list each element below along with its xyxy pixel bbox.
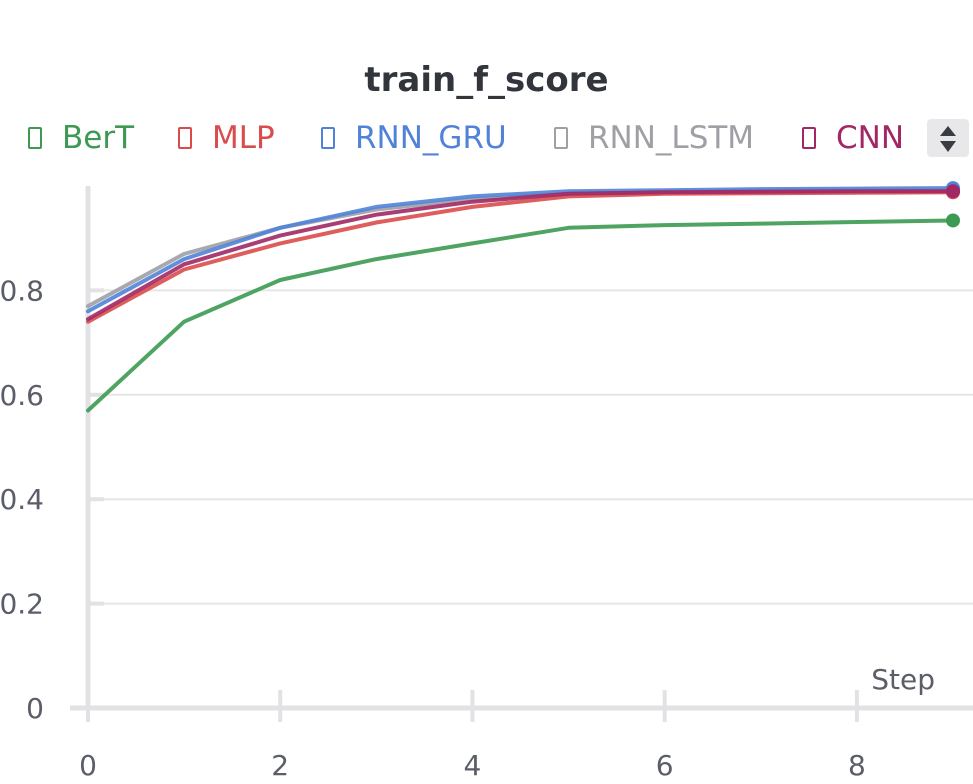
legend-label-bert: BerT bbox=[62, 120, 135, 156]
series-endpoint-cnn bbox=[946, 184, 960, 199]
legend-swatch-mlp bbox=[178, 127, 192, 149]
series-line-mlp bbox=[86, 190, 955, 324]
x-axis-label: Step bbox=[871, 663, 935, 696]
y-tick-label-4: 0.8 bbox=[0, 274, 44, 307]
series-line-rnn-gru bbox=[86, 186, 955, 314]
legend-scroll-button[interactable] bbox=[927, 119, 969, 157]
legend: BerT MLP RNN_GRU RNN_LSTM CNN bbox=[0, 114, 973, 162]
series-endpoint-bert bbox=[946, 213, 960, 228]
legend-item-mlp[interactable]: MLP bbox=[178, 120, 275, 156]
x-tick-label-4: 8 bbox=[848, 749, 866, 782]
legend-label-rnn-lstm: RNN_LSTM bbox=[588, 120, 755, 156]
legend-item-bert[interactable]: BerT bbox=[28, 120, 134, 156]
y-tick-label-0: 0 bbox=[26, 692, 44, 725]
y-tick-label-3: 0.6 bbox=[0, 379, 44, 412]
legend-swatch-rnn-lstm bbox=[554, 127, 568, 149]
legend-item-rnn-lstm[interactable]: RNN_LSTM bbox=[554, 120, 754, 156]
chart-title: train_f_score bbox=[364, 60, 609, 100]
legend-item-rnn-gru[interactable]: RNN_GRU bbox=[321, 120, 507, 156]
legend-label-rnn-gru: RNN_GRU bbox=[355, 120, 507, 156]
x-tick-label-1: 2 bbox=[271, 749, 289, 782]
x-tick-label-0: 0 bbox=[79, 749, 97, 782]
series-line-cnn bbox=[86, 189, 955, 322]
y-tick-label-2: 0.4 bbox=[0, 483, 44, 516]
legend-swatch-rnn-gru bbox=[321, 127, 335, 149]
x-tick-label-2: 4 bbox=[464, 749, 482, 782]
sort-arrows-icon bbox=[940, 126, 956, 152]
legend-swatch-bert bbox=[28, 127, 42, 149]
x-tick-label-3: 6 bbox=[656, 749, 674, 782]
y-tick-label-1: 0.2 bbox=[0, 588, 44, 621]
series-line-bert bbox=[86, 218, 955, 413]
legend-item-cnn[interactable]: CNN bbox=[802, 120, 904, 156]
legend-swatch-cnn bbox=[802, 127, 816, 149]
legend-label-mlp: MLP bbox=[212, 120, 275, 156]
legend-label-cnn: CNN bbox=[836, 120, 905, 156]
